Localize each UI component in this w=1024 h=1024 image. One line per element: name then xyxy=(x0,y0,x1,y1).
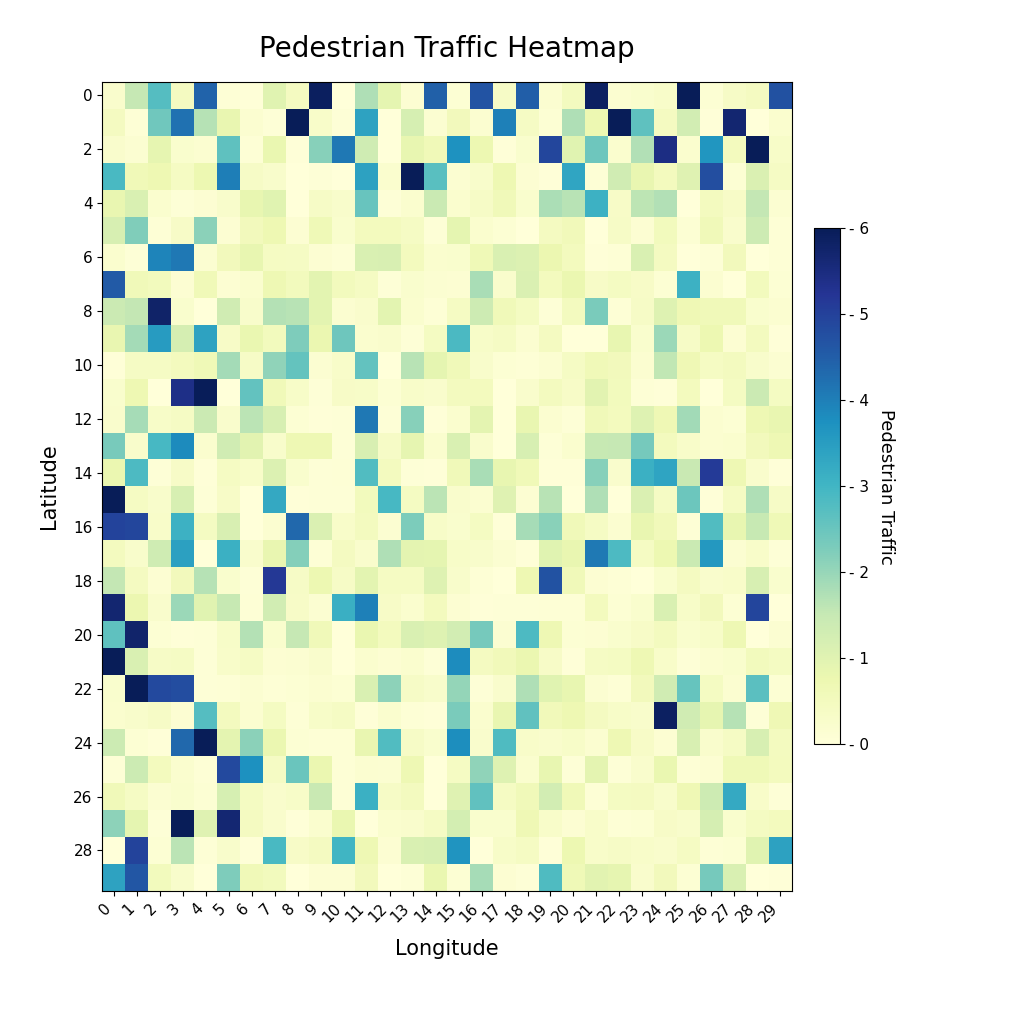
Y-axis label: Latitude: Latitude xyxy=(39,443,59,529)
Title: Pedestrian Traffic Heatmap: Pedestrian Traffic Heatmap xyxy=(259,35,635,62)
X-axis label: Longitude: Longitude xyxy=(395,939,499,958)
Y-axis label: Pedestrian Traffic: Pedestrian Traffic xyxy=(877,409,895,564)
